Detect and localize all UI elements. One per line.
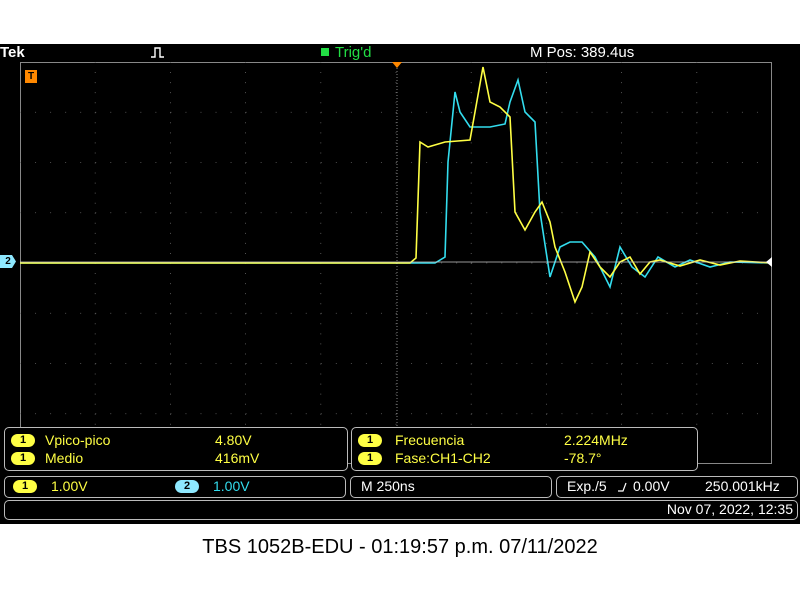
horizontal-position: M Pos: 389.4us [530, 44, 635, 61]
timebase-value: M 250ns [361, 478, 415, 494]
ch1-badge: 1 [13, 480, 37, 493]
trigger-settings-panel[interactable]: Exp./5 0.00V 250.001kHz [556, 476, 798, 498]
measurement-panel-left: 1 Vpico-pico 4.80V 1 Medio 416mV [4, 427, 348, 471]
rising-edge-icon [618, 482, 627, 492]
ch1-badge: 1 [11, 434, 35, 447]
ch1-volts-per-div: 1.00V [51, 478, 88, 494]
measurement-value: -78.7° [564, 450, 602, 466]
ch2-badge: 2 [175, 480, 199, 493]
measurement-value: 4.80V [215, 432, 252, 448]
measurement-value: 2.224MHz [564, 432, 628, 448]
trigger-frequency: 250.001kHz [705, 478, 780, 494]
trigger-position-marker [392, 62, 402, 68]
waveform-display [20, 62, 772, 464]
measurement-row-phase: 1 Fase:CH1-CH2 -78.7° [352, 450, 697, 468]
channel2-ground-marker: 2 [0, 255, 16, 268]
measurement-value: 416mV [215, 450, 260, 466]
measurement-label: Frecuencia [395, 432, 465, 448]
timebase-panel[interactable]: M 250ns [350, 476, 552, 498]
measurement-row-vpp: 1 Vpico-pico 4.80V [5, 432, 347, 450]
trigger-source: Exp./5 [567, 478, 607, 494]
measurement-label: Medio [45, 450, 84, 466]
trigger-status-square-icon [321, 48, 329, 56]
ch1-badge: 1 [358, 434, 382, 447]
ch2-volts-per-div: 1.00V [213, 478, 250, 494]
channel-scale-panel[interactable]: 1 1.00V 2 1.00V [4, 476, 346, 498]
brand-label: Tek [0, 44, 25, 61]
trigger-state: Trig'd [335, 44, 372, 61]
status-bar: Tek Trig'd M Pos: 389.4us [0, 44, 800, 62]
measurement-label: Fase:CH1-CH2 [395, 450, 491, 466]
measurement-panel-right: 1 Frecuencia 2.224MHz 1 Fase:CH1-CH2 -78… [351, 427, 698, 471]
ch1-badge: 1 [358, 452, 382, 465]
datetime: Nov 07, 2022, 12:35 [666, 501, 793, 517]
trigger-level: 0.00V [633, 478, 670, 494]
oscilloscope-screen: Tek Trig'd M Pos: 389.4us T 2 1 Vpico-pi… [0, 44, 800, 524]
measurement-label: Vpico-pico [45, 432, 111, 448]
measurement-row-mean: 1 Medio 416mV [5, 450, 347, 468]
measurement-row-frequency: 1 Frecuencia 2.224MHz [352, 432, 697, 450]
trigger-level-arrow [766, 257, 772, 267]
caption: TBS 1052B-EDU - 01:19:57 p.m. 07/11/2022 [202, 536, 598, 558]
datetime-panel: Nov 07, 2022, 12:35 [4, 500, 798, 520]
trigger-marker: T [25, 70, 37, 83]
ch1-badge: 1 [11, 452, 35, 465]
ch1-waveform [20, 66, 772, 305]
run-square-wave-icon [151, 47, 164, 58]
